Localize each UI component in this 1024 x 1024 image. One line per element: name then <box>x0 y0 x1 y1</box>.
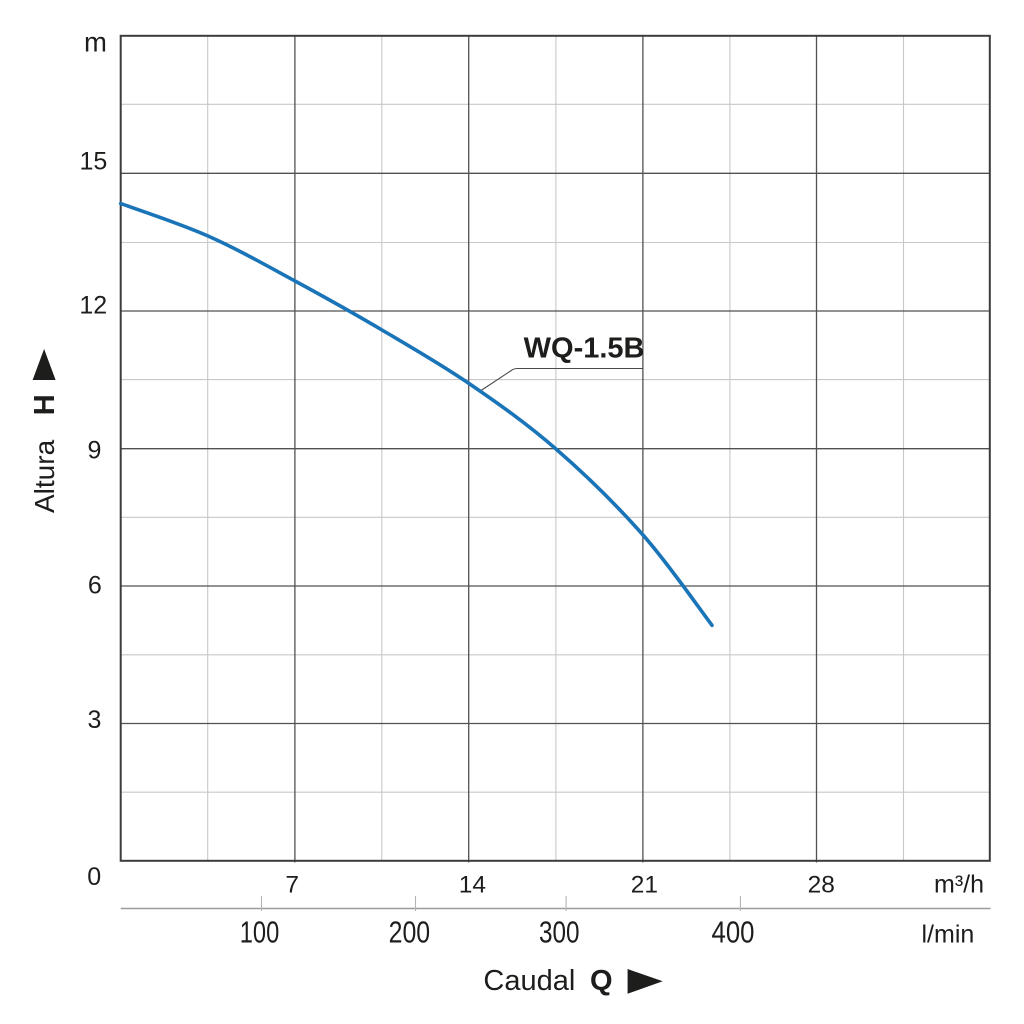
svg-text:21: 21 <box>631 871 658 898</box>
svg-text:200: 200 <box>389 916 431 950</box>
svg-text:14: 14 <box>459 871 486 898</box>
svg-text:WQ-1.5B: WQ-1.5B <box>524 333 645 365</box>
svg-text:9: 9 <box>88 437 102 465</box>
svg-text:12: 12 <box>79 291 107 319</box>
svg-text:15: 15 <box>79 148 107 176</box>
svg-text:m: m <box>84 27 107 58</box>
svg-text:100: 100 <box>240 916 280 950</box>
svg-text:Caudal: Caudal <box>483 965 575 997</box>
svg-text:28: 28 <box>808 871 835 898</box>
svg-text:l/min: l/min <box>922 921 975 949</box>
svg-text:H: H <box>29 394 61 415</box>
svg-text:400: 400 <box>712 916 755 950</box>
svg-text:300: 300 <box>539 916 580 950</box>
svg-text:Q: Q <box>590 965 613 997</box>
svg-text:3: 3 <box>88 706 102 734</box>
svg-text:6: 6 <box>88 571 102 599</box>
svg-text:Altura: Altura <box>29 439 60 513</box>
svg-text:7: 7 <box>285 871 299 898</box>
svg-text:m³/h: m³/h <box>934 870 984 898</box>
svg-text:0: 0 <box>87 863 101 891</box>
